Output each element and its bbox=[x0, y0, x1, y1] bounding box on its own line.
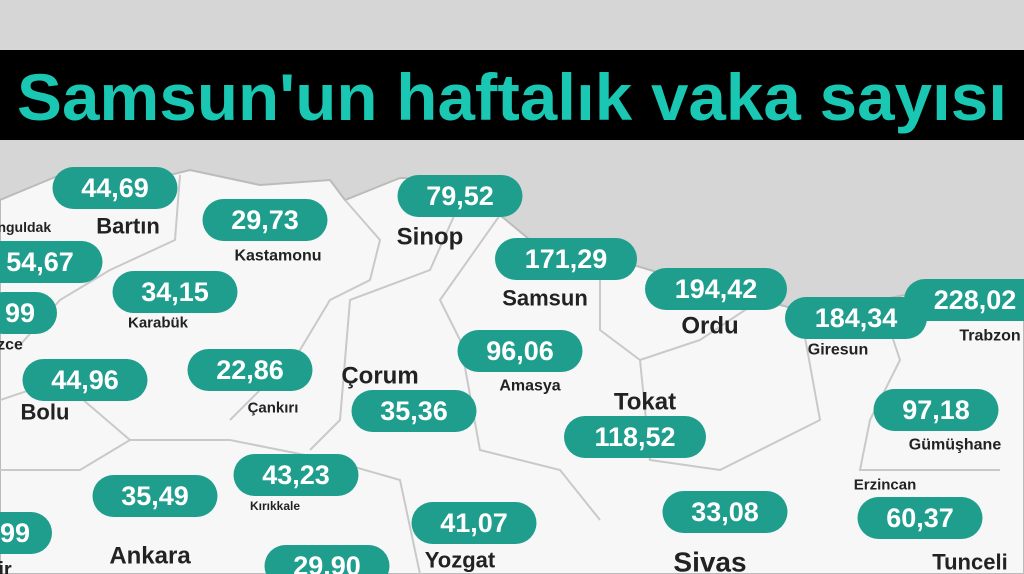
value-label: 97,18 bbox=[902, 395, 970, 425]
value-pill bbox=[873, 389, 999, 431]
value-pill bbox=[0, 292, 57, 334]
province-name: Kastamonu bbox=[234, 248, 321, 265]
province-name: onguldak bbox=[0, 219, 51, 235]
value-pill bbox=[904, 279, 1024, 321]
value-pill bbox=[457, 330, 583, 372]
province-name: Samsun bbox=[502, 286, 588, 311]
value-label: 54,67 bbox=[6, 247, 74, 277]
province-name: Bolu bbox=[21, 400, 70, 425]
value-label: 33,08 bbox=[691, 497, 759, 527]
value-pill bbox=[351, 390, 477, 432]
value-pill bbox=[0, 512, 52, 554]
value-label: 34,15 bbox=[141, 277, 209, 307]
value-label: 60,37 bbox=[886, 503, 954, 533]
province-name: Gümüşhane bbox=[909, 437, 1002, 454]
province-name: Ordu bbox=[681, 313, 738, 340]
province-name: Yozgat bbox=[425, 548, 496, 573]
province-name: Ankara bbox=[109, 543, 191, 570]
province-name: ir bbox=[0, 559, 12, 574]
value-label: 44,69 bbox=[81, 173, 149, 203]
value-label: 99 bbox=[0, 518, 30, 548]
value-pill bbox=[397, 175, 523, 217]
value-pill bbox=[564, 416, 706, 458]
value-label: 79,52 bbox=[426, 181, 494, 211]
value-pill bbox=[662, 491, 788, 533]
value-label: 96,06 bbox=[486, 336, 554, 366]
value-label: 29,73 bbox=[231, 205, 299, 235]
province-name: Karabük bbox=[128, 315, 189, 332]
value-label: 99 bbox=[5, 298, 35, 328]
value-label: 35,36 bbox=[380, 396, 448, 426]
province-name: Erzincan bbox=[854, 477, 917, 494]
province-name: Çankırı bbox=[248, 400, 299, 417]
value-label: 118,52 bbox=[594, 422, 675, 452]
value-label: 29,90 bbox=[293, 551, 361, 574]
value-pill bbox=[22, 359, 148, 401]
value-label: 22,86 bbox=[216, 355, 284, 385]
value-pill bbox=[264, 545, 390, 574]
title: Samsun'un haftalık vaka sayısı bbox=[17, 60, 1007, 134]
province-name: Kırıkkale bbox=[250, 499, 300, 513]
title-banner bbox=[0, 50, 1024, 140]
value-pill bbox=[52, 167, 178, 209]
value-label: 35,49 bbox=[121, 481, 189, 511]
province-name: Trabzon bbox=[959, 328, 1020, 345]
value-pill bbox=[857, 497, 983, 539]
value-label: 43,23 bbox=[262, 460, 330, 490]
value-label: 184,34 bbox=[815, 303, 898, 333]
value-label: 171,29 bbox=[525, 244, 608, 274]
province-name: Çorum bbox=[341, 363, 418, 390]
value-label: 228,02 bbox=[934, 285, 1017, 315]
value-label: 41,07 bbox=[440, 508, 508, 538]
province-name: Bartın bbox=[96, 214, 160, 239]
value-pill bbox=[187, 349, 313, 391]
value-pill bbox=[645, 268, 787, 310]
value-pill bbox=[785, 297, 927, 339]
province-name: Giresun bbox=[808, 342, 868, 359]
province-name: Tokat bbox=[614, 389, 676, 416]
value-pill bbox=[112, 271, 238, 313]
value-pill bbox=[233, 454, 359, 496]
value-label: 194,42 bbox=[675, 274, 758, 304]
province-name: zce bbox=[0, 337, 23, 354]
value-label: 44,96 bbox=[51, 365, 119, 395]
value-pill bbox=[0, 241, 103, 283]
value-pill bbox=[495, 238, 637, 280]
province-name: Amasya bbox=[499, 378, 560, 395]
province-name: Sivas bbox=[673, 547, 746, 574]
province-name: Sinop bbox=[397, 224, 464, 251]
value-pill bbox=[202, 199, 328, 241]
value-pill bbox=[411, 502, 537, 544]
value-pill bbox=[92, 475, 218, 517]
province-name: Tunceli bbox=[932, 550, 1007, 574]
